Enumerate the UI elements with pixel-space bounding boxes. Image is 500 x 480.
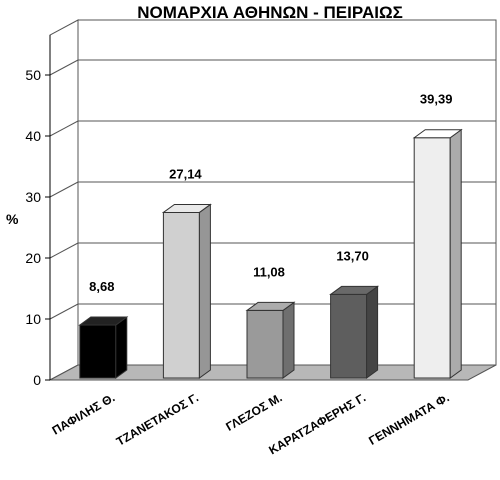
category-label: ΓΕΝΝΗΜΑΤΑ Φ. <box>366 390 451 447</box>
y-axis-label: % <box>6 211 19 227</box>
category-label: ΓΛΕΖΟΣ Μ. <box>223 390 284 433</box>
bar-front <box>162 211 200 379</box>
value-label: 13,70 <box>336 248 369 263</box>
bar <box>161 203 212 379</box>
value-label: 39,39 <box>420 92 453 107</box>
value-labels: 8,68 27,14 11,08 13,70 39,39 <box>89 92 452 294</box>
bar-front <box>79 324 117 379</box>
bars <box>78 128 463 379</box>
bar-side <box>449 128 462 379</box>
bar-side <box>115 316 128 379</box>
bar-side <box>198 203 211 379</box>
bar-side <box>282 301 295 379</box>
gridline-left <box>49 120 79 137</box>
bar-top <box>161 203 212 213</box>
chart-title: ΝΟΜΑΡΧΙΑ ΑΘΗΝΩΝ - ΠΕΙΡΑΙΩΣ <box>137 3 403 22</box>
bar-top <box>78 316 129 326</box>
y-tick-label: 40 <box>25 128 41 144</box>
y-tick-label: 20 <box>25 250 41 266</box>
bar <box>78 316 129 379</box>
bar-front <box>330 293 368 379</box>
gridline-left <box>49 181 79 198</box>
y-axis: 0 10 20 30 40 50 <box>25 35 51 388</box>
left-wall <box>49 19 79 381</box>
gridline-left <box>49 303 79 320</box>
gridline-left <box>49 242 79 259</box>
bar <box>245 301 296 379</box>
value-label: 27,14 <box>169 166 202 181</box>
bar <box>412 128 463 379</box>
y-tick-label: 50 <box>25 67 41 83</box>
bar-top <box>245 301 296 311</box>
bar-top <box>329 285 380 295</box>
bar-top <box>412 129 463 139</box>
value-label: 11,08 <box>253 264 285 279</box>
bar <box>329 285 380 379</box>
gridline-left <box>49 59 79 76</box>
x-axis-labels: ΠΑΦΙΛΗΣ Θ.ΤΖΑΝΕΤΑΚΟΣ Γ. ΓΛΕΖΟΣ Μ.ΚΑΡΑΤΖΑΦ… <box>50 390 452 457</box>
y-tick-label: 30 <box>25 189 41 205</box>
bar-side <box>366 285 379 379</box>
bar-front <box>246 309 284 379</box>
y-tick-label: 10 <box>25 311 41 327</box>
value-label: 8,68 <box>89 279 114 294</box>
category-label: ΠΑΦΙΛΗΣ Θ. <box>50 390 118 437</box>
y-tick-label: 0 <box>33 372 41 388</box>
category-label: ΤΖΑΝΕΤΑΚΟΣ Γ. <box>114 390 201 448</box>
bar-front <box>413 137 451 379</box>
